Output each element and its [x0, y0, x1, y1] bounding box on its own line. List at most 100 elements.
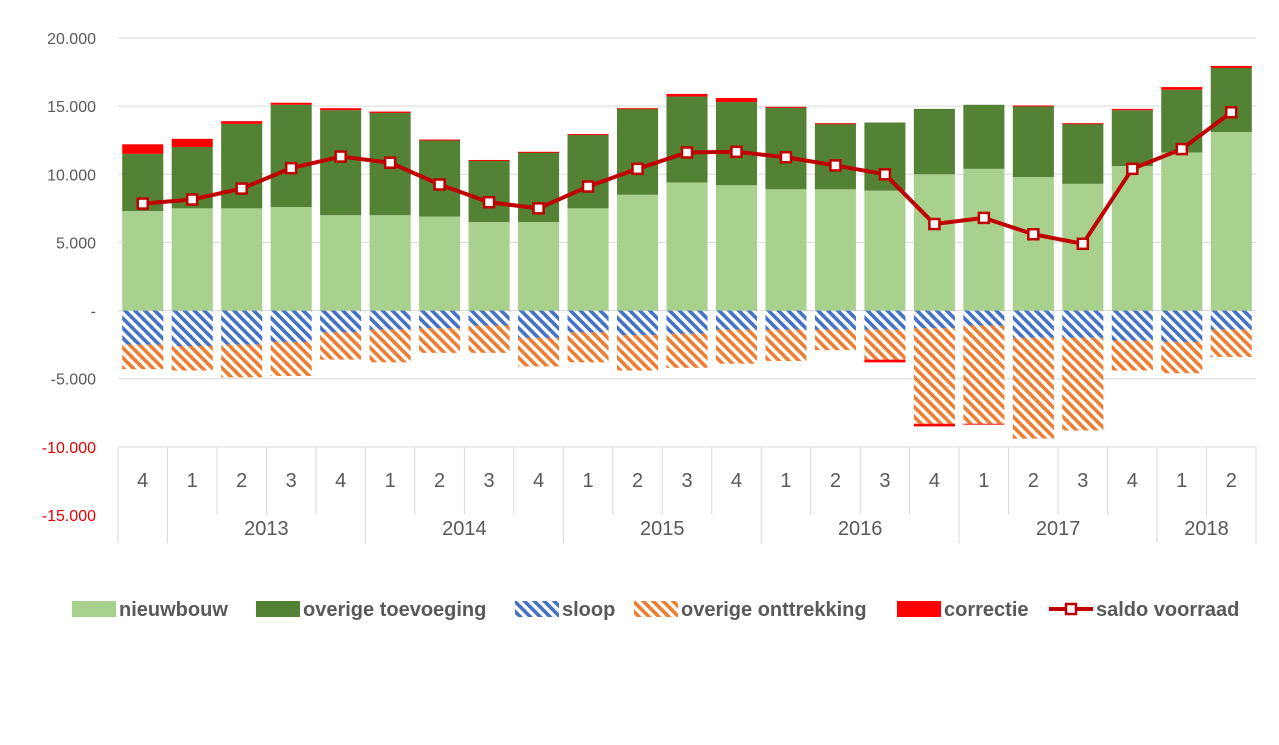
bar-overige-onttrekking [1210, 329, 1252, 357]
saldo-voorraad-point [532, 202, 545, 215]
bar-sloop [715, 310, 758, 330]
bar-overige-toevoeging [221, 123, 263, 209]
saldo-voorraad-point [928, 217, 941, 231]
quarter-label: 4 [533, 470, 544, 492]
bar-overige-onttrekking [963, 325, 1005, 424]
bar-nieuwbouw [320, 215, 362, 311]
year-label: 2015 [640, 518, 685, 540]
bar-overige-onttrekking [567, 332, 609, 363]
bar-sloop [419, 310, 461, 329]
legend-label-sloop: sloop [562, 599, 615, 621]
y-axis: 20.000 15.000 10.000 5.000 - -5.000 -10.000 -15… [42, 31, 96, 525]
saldo-voorraad-point [383, 156, 397, 169]
bar-overige-onttrekking [369, 329, 411, 363]
bar-correctie [1210, 65, 1252, 68]
saldo-voorraad-line [136, 106, 1238, 251]
bar-overige-onttrekking [616, 335, 659, 371]
bar-overige-onttrekking [814, 329, 856, 351]
legend-label-overige-toevoeging: overige toevoeging [303, 599, 486, 621]
quarter-label: 4 [1127, 470, 1138, 492]
quarter-label: 4 [137, 470, 148, 492]
year-label: 2013 [244, 518, 289, 540]
bar-nieuwbouw [1161, 152, 1203, 311]
bar-overige-toevoeging [715, 102, 758, 186]
bar-overige-onttrekking [221, 344, 263, 378]
bar-correctie [1062, 123, 1104, 125]
bar-sloop [369, 310, 411, 330]
saldo-voorraad-point [1126, 162, 1139, 176]
x-axis: 4 1 2 3 4 1 2 3 4 1 2 3 4 1 2 3 4 1 2 3 4 1 2 2013 2014 2015 2016 2… [117, 446, 1257, 543]
bar-overige-toevoeging [1161, 89, 1203, 153]
quarter-label: 3 [286, 470, 297, 492]
legend-label-saldo-voorraad: saldo voorraad [1096, 599, 1239, 621]
bar-correctie [518, 151, 560, 153]
bar-sloop [765, 310, 807, 330]
bar-overige-toevoeging [814, 123, 856, 190]
bar-correctie [1012, 105, 1054, 107]
bar-sloop [567, 310, 609, 333]
quarter-label: 3 [484, 470, 495, 492]
quarter-label: 1 [1176, 470, 1187, 492]
bar-overige-toevoeging [270, 104, 312, 207]
y-tick-label: - [91, 304, 96, 321]
saldo-voorraad-point [433, 178, 446, 191]
saldo-voorraad-point [631, 162, 644, 176]
bar-overige-onttrekking [1161, 341, 1203, 374]
bar-sloop [1012, 310, 1054, 338]
quarter-label: 2 [434, 470, 445, 492]
saldo-voorraad-point [1175, 142, 1189, 156]
bar-sloop [864, 310, 906, 330]
quarter-label: 2 [236, 470, 247, 492]
saldo-voorraad-point [235, 182, 248, 195]
saldo-voorraad-point [730, 145, 743, 159]
y-tick-label: 15.000 [47, 99, 96, 116]
y-tick-label: -10.000 [42, 440, 96, 457]
bar-correctie [171, 138, 213, 148]
quarter-label: 2 [830, 470, 841, 492]
bar-correctie [1111, 108, 1153, 111]
legend-key-correctie [897, 601, 941, 617]
bar-nieuwbouw [1210, 132, 1252, 311]
bar-correctie [616, 108, 659, 110]
bar-overige-toevoeging [963, 104, 1005, 169]
quarter-label: 1 [978, 470, 989, 492]
bar-correctie [913, 423, 955, 427]
bar-nieuwbouw [369, 215, 411, 311]
bar-correctie [320, 108, 362, 111]
bar-sloop [171, 310, 213, 347]
bar-nieuwbouw [270, 206, 312, 311]
saldo-voorraad-point [482, 195, 496, 209]
saldo-voorraad-point [185, 193, 199, 206]
bar-nieuwbouw [765, 189, 807, 311]
saldo-voorraad-point [334, 150, 347, 163]
bar-correctie [814, 123, 856, 125]
quarter-label: 2 [1226, 470, 1237, 492]
bar-nieuwbouw [814, 189, 856, 311]
quarter-label: 4 [929, 470, 940, 492]
bar-nieuwbouw [666, 182, 708, 311]
quarter-label: 1 [780, 470, 791, 492]
bar-overige-toevoeging [1111, 110, 1153, 167]
bar-overige-onttrekking [518, 337, 560, 367]
legend-key-sloop [515, 601, 559, 617]
saldo-voorraad-point [680, 146, 694, 159]
bar-sloop [1111, 310, 1153, 341]
quarter-label: 1 [385, 470, 396, 492]
bar-nieuwbouw [122, 211, 164, 311]
saldo-voorraad-point [779, 151, 793, 164]
quarter-label: 3 [879, 470, 890, 492]
bar-correctie [567, 134, 609, 136]
bar-sloop [270, 310, 312, 342]
legend-label-correctie: correctie [944, 599, 1029, 621]
quarter-label: 1 [582, 470, 593, 492]
quarter-label: 2 [632, 470, 643, 492]
bar-overige-onttrekking [1111, 340, 1153, 371]
bar-overige-toevoeging [913, 108, 955, 175]
saldo-voorraad-point [136, 197, 149, 210]
quarter-label: 3 [1077, 470, 1088, 492]
bar-nieuwbouw [518, 221, 560, 311]
bar-correctie [666, 93, 708, 97]
bar-correctie [369, 111, 411, 113]
bar-sloop [518, 310, 560, 338]
